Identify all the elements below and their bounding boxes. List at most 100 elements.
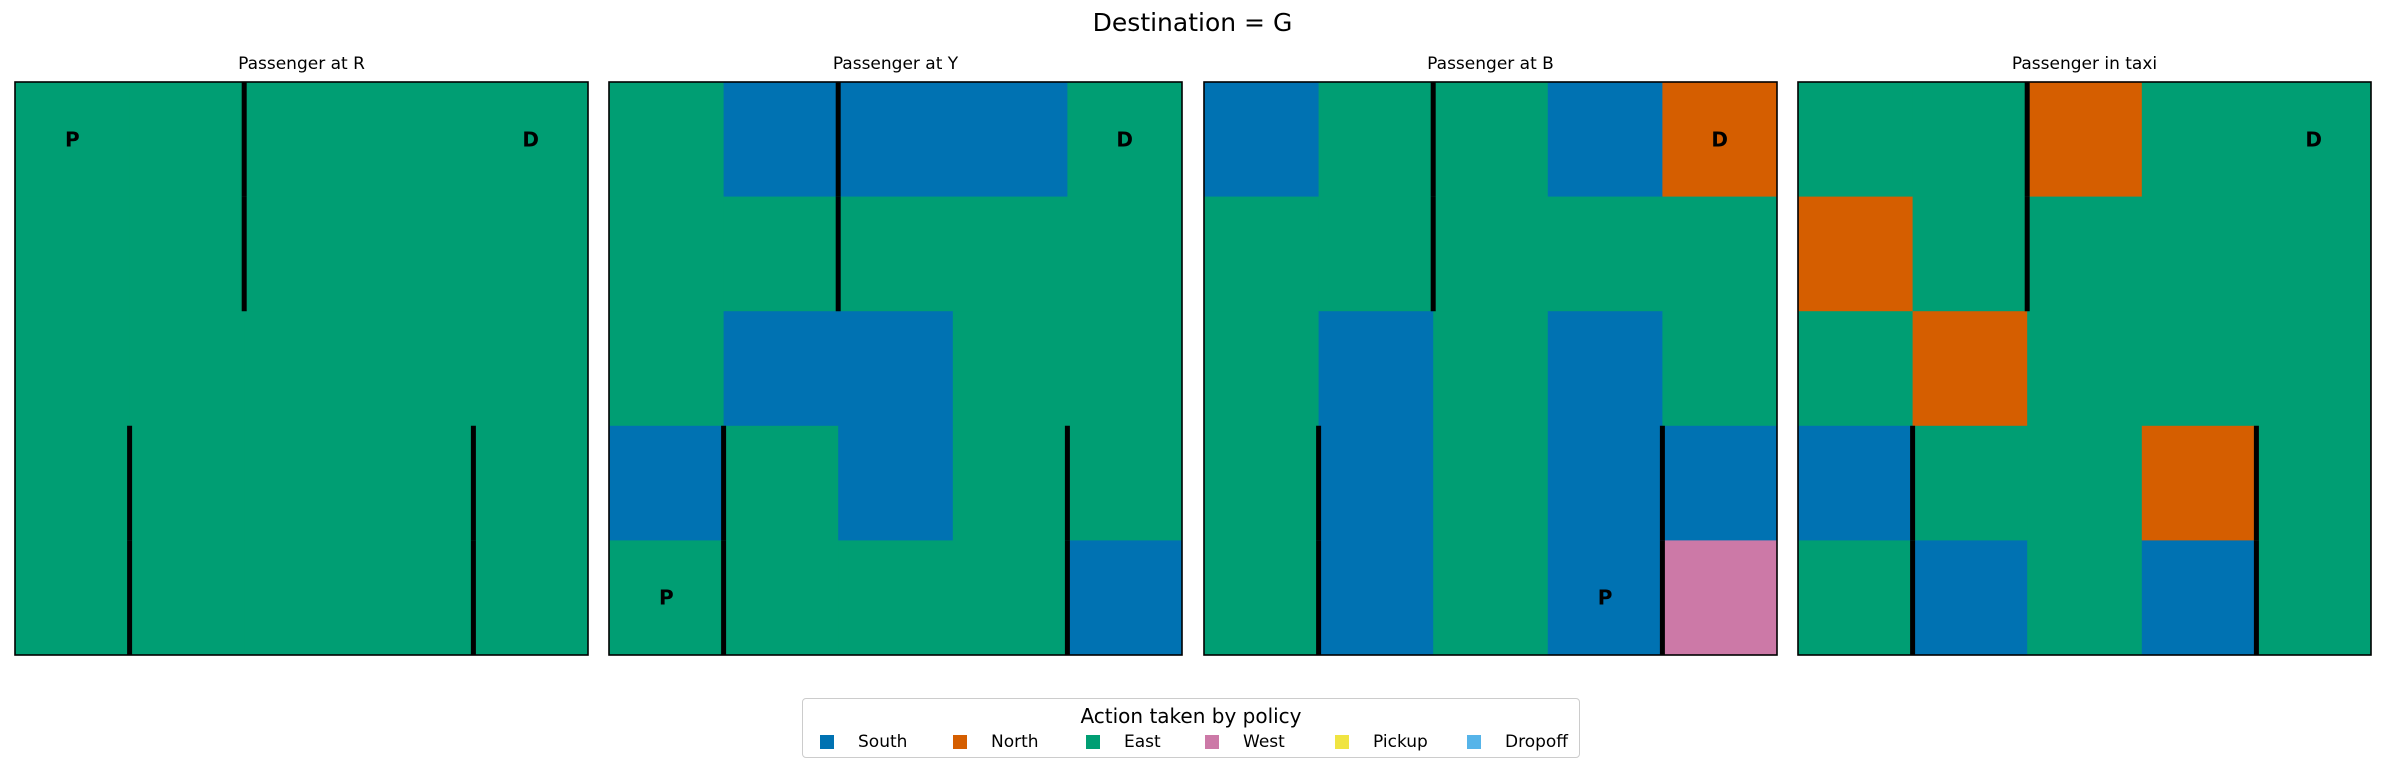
panel-4-cell-r3-c1-east [1912, 425, 2028, 541]
panel-1-cell-r3-c2-east [244, 425, 360, 541]
panel-3-cell-r2-c2-east [1433, 311, 1549, 427]
panel-4-cell-r4-c0-east [1798, 540, 1914, 656]
panel-title-1: Passenger at R [238, 54, 365, 74]
panel-3-cell-r2-c3-south [1547, 311, 1663, 427]
panel-1-cell-r0-c4-east [473, 82, 589, 198]
panel-1-cell-r2-c2-east [244, 311, 360, 427]
panel-3-cell-r4-c2-east [1433, 540, 1549, 656]
panel-2-cell-r0-c1-south [723, 82, 839, 198]
panel-4-cell-r1-c3-east [2141, 196, 2257, 312]
panel-2-cell-r1-c4-east [1067, 196, 1183, 312]
panel-3-cell-r2-c4-east [1662, 311, 1778, 427]
panel-2-cell-r1-c2-east [838, 196, 954, 312]
panel-2-cell-r3-c2-south [838, 425, 954, 541]
panel-2-cell-r1-c3-east [952, 196, 1068, 312]
legend-swatch-pickup [1335, 735, 1349, 749]
panel-4-cell-r0-c2-north [2027, 82, 2143, 198]
legend-swatch-west [1205, 735, 1219, 749]
panel-2-cell-r0-c2-south [838, 82, 954, 198]
panel-4-cell-r2-c4-east [2256, 311, 2372, 427]
panel-1-cell-r4-c0-east [15, 540, 131, 656]
panel-1-cell-r1-c3-east [358, 196, 474, 312]
panel-3-cell-r3-c2-east [1433, 425, 1549, 541]
panel-3-cell-r1-c0-east [1204, 196, 1320, 312]
panel-1-cell-r4-c2-east [244, 540, 360, 656]
panel-2-cell-r3-c1-east [723, 425, 839, 541]
panel-2-marker-p: P [659, 586, 674, 610]
panel-2-cell-r0-c3-south [952, 82, 1068, 198]
panel-2-cell-r2-c4-east [1067, 311, 1183, 427]
panel-2-cell-r4-c4-south [1067, 540, 1183, 656]
legend-item-pickup: Pickup [1335, 732, 1428, 752]
panel-2-cell-r3-c3-east [952, 425, 1068, 541]
panel-4-cell-r1-c1-east [1912, 196, 2028, 312]
panel-1-marker-p: P [65, 127, 80, 151]
panel-1-cell-r1-c1-east [129, 196, 245, 312]
panel-1-cell-r2-c0-east [15, 311, 131, 427]
legend-label-north: North [991, 732, 1039, 752]
panel-4-cell-r3-c0-south [1798, 425, 1914, 541]
panel-3-cell-r3-c4-south [1662, 425, 1778, 541]
legend-swatch-east [1086, 735, 1100, 749]
panel-2-cell-r2-c1-south [723, 311, 839, 427]
panel-3-cell-r4-c3-south [1547, 540, 1663, 656]
panel-1-cell-r2-c3-east [358, 311, 474, 427]
panel-4-cell-r0-c3-east [2141, 82, 2257, 198]
panel-2-cell-r0-c4-east [1067, 82, 1183, 198]
legend-item-west: West [1205, 732, 1285, 752]
panel-4-marker-d: D [2305, 127, 2322, 151]
panel-1-cell-r1-c0-east [15, 196, 131, 312]
panel-2-cell-r3-c4-east [1067, 425, 1183, 541]
legend-label-east: East [1124, 732, 1161, 752]
panel-4-cell-r3-c2-east [2027, 425, 2143, 541]
panel-2-cell-r2-c3-east [952, 311, 1068, 427]
panel-3-cell-r2-c1-south [1318, 311, 1434, 427]
panel-title-3: Passenger at B [1427, 54, 1554, 74]
legend-label-west: West [1243, 732, 1285, 752]
panel-4-cell-r2-c1-north [1912, 311, 2028, 427]
panel-2-cell-r1-c1-east [723, 196, 839, 312]
panel-3-cell-r0-c0-south [1204, 82, 1320, 198]
legend-label-dropoff: Dropoff [1505, 732, 1569, 752]
panel-4-cell-r0-c0-east [1798, 82, 1914, 198]
panel-4-cell-r4-c1-south [1912, 540, 2028, 656]
panel-4-cell-r4-c2-east [2027, 540, 2143, 656]
legend-title: Action taken by policy [1080, 704, 1302, 728]
panel-1-marker-d: D [522, 127, 539, 151]
panel-1-cell-r3-c4-east [473, 425, 589, 541]
panel-2-cell-r4-c1-east [723, 540, 839, 656]
panel-3-cell-r1-c4-east [1662, 196, 1778, 312]
panel-4-cell-r1-c4-east [2256, 196, 2372, 312]
chart-title: Destination = G [1092, 8, 1293, 37]
panel-2-cell-r1-c0-east [609, 196, 725, 312]
panel-3-cell-r2-c0-east [1204, 311, 1320, 427]
panel-1-cell-r3-c3-east [358, 425, 474, 541]
panel-2-grid: PD [608, 81, 1183, 656]
panel-1-cell-r0-c3-east [358, 82, 474, 198]
panel-4-cell-r3-c4-east [2256, 425, 2372, 541]
legend: Action taken by policy South North East … [802, 698, 1580, 758]
panel-1-cell-r0-c0-east [15, 82, 131, 198]
panel-4-cell-r2-c2-east [2027, 311, 2143, 427]
panel-2-marker-d: D [1116, 127, 1133, 151]
legend-label-pickup: Pickup [1373, 732, 1428, 752]
legend-swatch-dropoff [1467, 735, 1481, 749]
panel-3-cell-r1-c1-east [1318, 196, 1434, 312]
panel-3-cell-r1-c2-east [1433, 196, 1549, 312]
panel-3-cell-r3-c3-south [1547, 425, 1663, 541]
panel-4-cell-r0-c1-east [1912, 82, 2028, 198]
panel-3-cell-r0-c1-east [1318, 82, 1434, 198]
panel-2-cell-r4-c3-east [952, 540, 1068, 656]
legend-label-south: South [858, 732, 908, 752]
panel-2-cell-r4-c0-east [609, 540, 725, 656]
legend-item-dropoff: Dropoff [1467, 732, 1568, 752]
legend-item-north: North [953, 732, 1039, 752]
panel-4-grid: D [1797, 81, 2372, 656]
panel-3-marker-p: P [1598, 586, 1613, 610]
panel-4-cell-r4-c4-east [2256, 540, 2372, 656]
panel-4-cell-r2-c3-east [2141, 311, 2257, 427]
panel-4-cell-r1-c2-east [2027, 196, 2143, 312]
panel-1-cell-r3-c0-east [15, 425, 131, 541]
panel-4-cell-r0-c4-east [2256, 82, 2372, 198]
